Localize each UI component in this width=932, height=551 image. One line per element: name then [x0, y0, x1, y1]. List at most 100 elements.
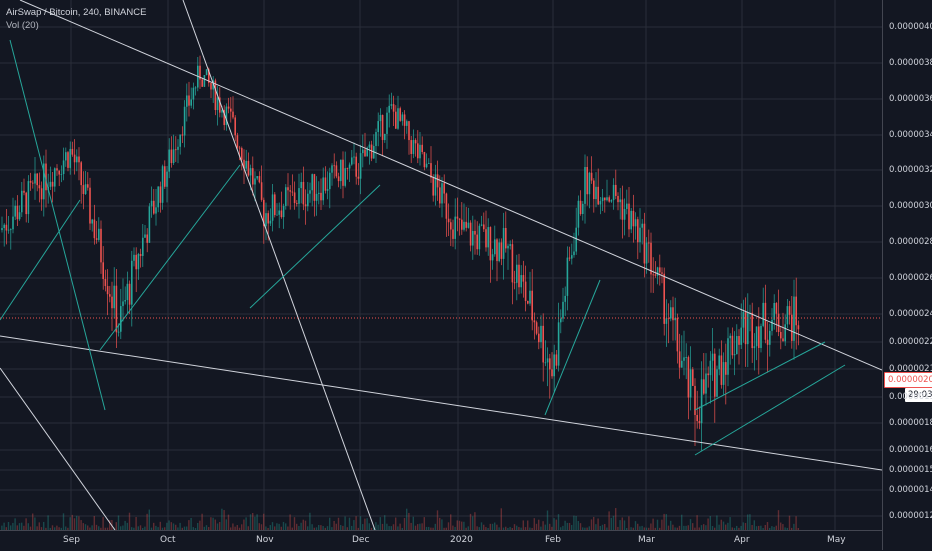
volume-bar [54, 527, 56, 530]
volume-bar [212, 517, 214, 530]
candle-body [630, 210, 632, 230]
volume-bar [441, 519, 443, 530]
candle-body [137, 254, 140, 270]
candle-body [348, 164, 351, 169]
trendline-steep-down[interactable] [182, 0, 376, 530]
volume-bar [573, 515, 575, 530]
candle-body [142, 237, 144, 256]
volume-bar [410, 522, 412, 530]
candle-body [718, 355, 720, 370]
volume-bar [386, 523, 388, 530]
candle-body [344, 168, 346, 186]
candle-body [263, 199, 265, 227]
trendlines[interactable] [0, 0, 882, 530]
volume-bar [632, 527, 634, 530]
candle-body [36, 173, 38, 186]
volume-bar [588, 526, 590, 530]
volume-bar [115, 522, 117, 530]
candle-body [128, 283, 131, 305]
candle-body [175, 149, 177, 151]
volume-bar [498, 527, 500, 530]
candle-body [216, 97, 219, 111]
volume-bar [780, 522, 782, 530]
symbol-legend: AirSwap / Bitcoin, 240, BINANCE Vol (20) [6, 6, 146, 32]
volume-bar [249, 514, 252, 530]
price-tick-label: 0.00000260 [889, 273, 932, 283]
trendline-feb-up[interactable] [544, 279, 601, 416]
volume-bar [507, 527, 509, 530]
volume-bar [628, 516, 630, 530]
volume-bar [87, 525, 89, 530]
candle-body [681, 360, 683, 368]
candle-body [683, 357, 685, 361]
volume-bar [364, 518, 366, 530]
trendline-nov-up[interactable] [249, 184, 381, 309]
candle-body [670, 307, 672, 319]
candle-body [546, 358, 549, 363]
price-chart[interactable] [0, 0, 882, 530]
candle-body [139, 254, 142, 256]
volume-bar [615, 508, 617, 530]
candle-body [98, 228, 100, 240]
volume-bar [377, 524, 379, 530]
volume-bar [133, 527, 135, 530]
trendline-apr-upper[interactable] [694, 341, 826, 411]
candle-body [25, 192, 27, 215]
volume-bar [104, 527, 106, 530]
volume-indicator-label[interactable]: Vol (20) [6, 20, 39, 31]
candle-body [355, 156, 357, 177]
candle-body [269, 220, 272, 224]
volume-bar [797, 527, 799, 530]
volume-bar [32, 513, 34, 530]
candle-body [322, 177, 324, 201]
candle-body [452, 229, 454, 239]
volume-bar [505, 526, 507, 530]
candle-body [291, 191, 294, 193]
candle-body [1, 228, 3, 231]
volume-bar [687, 525, 689, 530]
candle-body [157, 186, 159, 208]
trendline-lower-channel[interactable] [0, 335, 882, 471]
time-tick-label: Sep [63, 535, 80, 545]
candle-body [271, 194, 274, 221]
volume-bar [509, 526, 511, 530]
candle-body [612, 184, 615, 201]
candle-body [494, 239, 496, 255]
candle-body [117, 331, 120, 333]
volume-bar [775, 525, 777, 530]
trendline-lower-left[interactable] [0, 367, 116, 530]
volume-bar [265, 526, 267, 530]
candle-body [447, 218, 450, 223]
time-axis[interactable]: Sep Oct Nov Dec 2020 Feb Mar Apr May [0, 530, 882, 551]
candle-body [557, 322, 560, 366]
volume-bar [137, 526, 139, 530]
candle-body [674, 317, 676, 321]
candle-body [106, 286, 109, 295]
trendline-aug-down[interactable] [9, 39, 106, 411]
bar-countdown-tag: 29:03 [905, 388, 932, 402]
volume-bar [434, 523, 436, 530]
candle-body [366, 147, 368, 157]
volume-bar [540, 526, 542, 530]
symbol-title[interactable]: AirSwap / Bitcoin, 240, BINANCE [6, 7, 147, 18]
candle-body [29, 181, 32, 183]
volume-bar [333, 520, 335, 530]
volume-bar [329, 517, 331, 530]
candle-body [441, 183, 443, 204]
price-axis[interactable]: 0.00000204 29:03 0.00000400 0.00000380 0.0… [882, 0, 932, 550]
trendline-apr-lower[interactable] [694, 364, 846, 456]
candle-body [729, 335, 731, 339]
trendline-sep-up[interactable] [99, 164, 241, 351]
volume-bar [740, 525, 742, 530]
candle-body [188, 95, 190, 106]
volume-bar [546, 510, 549, 530]
candle-body [648, 242, 650, 244]
trendline-aug-up[interactable] [0, 199, 81, 321]
volume-bar [751, 524, 753, 530]
volume-bar [150, 527, 153, 530]
volume-bar [681, 514, 683, 530]
trendline-upper-channel[interactable] [19, 0, 882, 371]
volume-bar [645, 527, 648, 530]
volume-bar [84, 524, 87, 530]
volume-bar [568, 522, 571, 530]
